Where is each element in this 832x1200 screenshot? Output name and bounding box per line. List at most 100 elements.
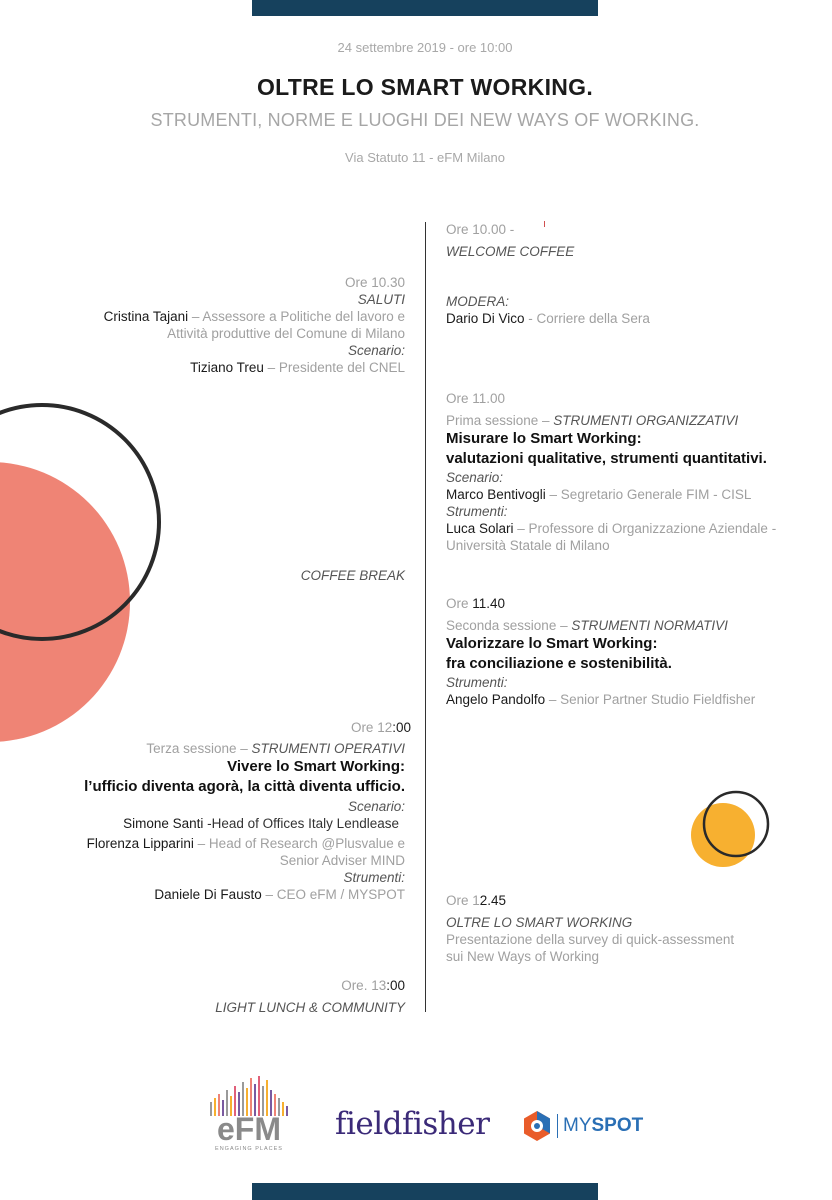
speaker-role: – Segretario Generale FIM - CISL <box>545 487 752 502</box>
efm-skyline-icon <box>210 1076 288 1116</box>
session-2-heading-1: Valorizzare lo Smart Working: <box>446 635 658 652</box>
strumenti-label: Strumenti: <box>446 675 508 690</box>
efm-logo: eFM ENGAGING PLACES <box>208 1074 290 1154</box>
session-1-speaker-1: Marco Bentivogli – Segretario Generale F… <box>446 486 776 503</box>
session-number: Terza sessione – <box>146 741 252 756</box>
right-column-session-2: Ore 11.40 Seconda sessione – STRUMENTI N… <box>446 595 755 708</box>
right-column-closing: Ore 12.45 OLTRE LO SMART WORKING Present… <box>446 892 734 965</box>
myspot-my: MY <box>563 1115 592 1136</box>
session-3-speaker-1: Simone Santi -Head of Offices Italy Lend… <box>0 815 399 832</box>
speaker-name: Marco Bentivogli <box>446 487 546 502</box>
venue: Via Statuto 11 - eFM Milano <box>345 150 505 165</box>
speaker-role-cont: Attività produttive del Comune di Milano <box>167 326 405 341</box>
left-column-session-3-body: Terza sessione – STRUMENTI OPERATIVI Viv… <box>5 740 405 815</box>
left-column-session-3-people-2: Florenza Lipparini – Head of Research @P… <box>5 835 405 903</box>
session-1-time: Ore 11.00 <box>446 391 506 406</box>
tick-mark <box>544 221 546 227</box>
fieldfisher-logo: fieldfisher <box>335 1106 490 1142</box>
small-ring-circle <box>702 790 770 858</box>
session-1-heading-1: Misurare lo Smart Working: <box>446 430 642 447</box>
myspot-hexagon-icon <box>524 1111 550 1141</box>
right-column-session-1: Ore 11.00 Prima sessione – STRUMENTI ORG… <box>446 390 776 554</box>
speaker-role: -Head of Offices Italy Lendlease <box>203 816 399 831</box>
lunch-time: Ore. 13:00 <box>5 977 405 994</box>
saluti-speaker-2: Tiziano Treu – Presidente del CNEL <box>25 359 405 376</box>
lunch-label: LIGHT LUNCH & COMMUNITY <box>215 1000 405 1015</box>
speaker-name: Simone Santi <box>123 816 204 831</box>
speaker-name: Luca Solari <box>446 521 514 536</box>
left-column-saluti: Ore 10.30 SALUTI Cristina Tajani – Asses… <box>25 274 405 376</box>
session-number: Seconda sessione – <box>446 618 572 633</box>
speaker-role: – Senior Partner Studio Fieldfisher <box>545 692 756 707</box>
speaker-role-cont: Università Statale di Milano <box>446 538 610 553</box>
bottom-bar <box>252 1183 598 1200</box>
scenario-label: Scenario: <box>347 343 405 358</box>
session-theme: STRUMENTI OPERATIVI <box>251 741 405 756</box>
strumenti-label: Strumenti: <box>446 504 508 519</box>
session-1-heading-2: valutazioni qualitative, strumenti quant… <box>446 450 767 467</box>
myspot-wordmark: MYSPOT <box>563 1115 643 1137</box>
time-minutes: :00 <box>392 720 411 735</box>
coral-circle <box>0 462 130 742</box>
session-3-speaker-2: Florenza Lipparini – Head of Research @P… <box>5 835 405 852</box>
top-bar <box>252 0 598 16</box>
session-3-label: Terza sessione – STRUMENTI OPERATIVI <box>5 740 405 757</box>
page-title: OLTRE LO SMART WORKING. <box>256 74 594 100</box>
page-subtitle: STRUMENTI, NORME E LUOGHI DEI NEW WAYS O… <box>150 110 700 130</box>
session-theme: STRUMENTI NORMATIVI <box>571 618 728 633</box>
speaker-name: Florenza Lipparini <box>86 836 194 851</box>
strumenti-label: Strumenti: <box>343 870 405 885</box>
orange-circle <box>691 803 755 867</box>
saluti-speaker-1: Cristina Tajani – Assessore a Politiche … <box>25 308 405 325</box>
myspot-divider <box>557 1114 558 1138</box>
ring-circle <box>0 403 161 641</box>
speaker-role: – Assessore a Politiche del lavoro e <box>188 309 405 324</box>
time-hour: Ore 1 <box>446 893 480 908</box>
left-column-lunch: Ore. 13:00 LIGHT LUNCH & COMMUNITY <box>5 977 405 1016</box>
modera-label: MODERA: <box>446 294 510 309</box>
time-minutes: 2.45 <box>479 893 507 908</box>
myspot-spot: SPOT <box>591 1115 644 1136</box>
session-1-label: Prima sessione – STRUMENTI ORGANIZZATIVI <box>446 412 776 429</box>
right-column-welcome: Ore 10.00 - WELCOME COFFEE <box>446 221 574 260</box>
efm-wordmark: eFM <box>217 1111 281 1147</box>
welcome-label: WELCOME COFFEE <box>446 244 575 259</box>
session-1-speaker-2: Luca Solari – Professore di Organizzazio… <box>446 520 776 537</box>
left-column-session-3: Ore 12:00 <box>11 719 411 736</box>
session-theme: STRUMENTI ORGANIZZATIVI <box>553 413 739 428</box>
session-3-heading-2: l’ufficio diventa agorà, la città divent… <box>84 778 405 795</box>
session-2-label: Seconda sessione – STRUMENTI NORMATIVI <box>446 617 755 634</box>
scenario-label: Scenario: <box>347 799 405 814</box>
closing-desc-2: sui New Ways of Working <box>446 949 600 964</box>
session-2-speaker-1: Angelo Pandolfo – Senior Partner Studio … <box>446 691 755 708</box>
speaker-role: – Presidente del CNEL <box>263 360 405 375</box>
session-3-speaker-3: Daniele Di Fausto – CEO eFM / MYSPOT <box>5 886 405 903</box>
decorative-circles-right <box>691 790 770 867</box>
speaker-name: Angelo Pandolfo <box>446 692 546 707</box>
left-column-session-3-people: Simone Santi -Head of Offices Italy Lend… <box>0 815 399 832</box>
scenario-label: Scenario: <box>446 470 504 485</box>
efm-tagline: ENGAGING PLACES <box>215 1146 283 1152</box>
date-line: 24 settembre 2019 - ore 10:00 <box>337 40 513 55</box>
speaker-name: Cristina Tajani <box>103 309 189 324</box>
modera-speaker: Dario Di Vico - Corriere della Sera <box>446 310 650 327</box>
time-minutes: :00 <box>386 978 405 993</box>
closing-time: Ore 12.45 <box>446 892 734 909</box>
speaker-name: Tiziano Treu <box>190 360 264 375</box>
welcome-time: Ore 10.00 - <box>446 221 574 238</box>
time-hour: Ore. 13 <box>341 978 387 993</box>
coffee-break: COFFEE BREAK <box>300 568 405 583</box>
closing-desc-1: Presentazione della survey di quick-asse… <box>446 932 735 947</box>
decorative-circles-left <box>0 403 161 742</box>
session-number: Prima sessione – <box>446 413 554 428</box>
session-3-heading-1: Vivere lo Smart Working: <box>227 758 405 775</box>
speaker-role: – Head of Research @Plusvalue e <box>193 836 405 851</box>
closing-label: OLTRE LO SMART WORKING <box>446 915 633 930</box>
timeline-divider <box>425 222 426 1012</box>
speaker-role: – CEO eFM / MYSPOT <box>261 887 405 902</box>
time-value: Ore 10.00 - <box>446 222 515 237</box>
session-3-time: Ore 12:00 <box>11 719 411 736</box>
speaker-name: Daniele Di Fausto <box>154 887 262 902</box>
session-2-heading-2: fra conciliazione e sostenibilità. <box>446 655 672 672</box>
time-hour: Ore <box>446 596 473 611</box>
